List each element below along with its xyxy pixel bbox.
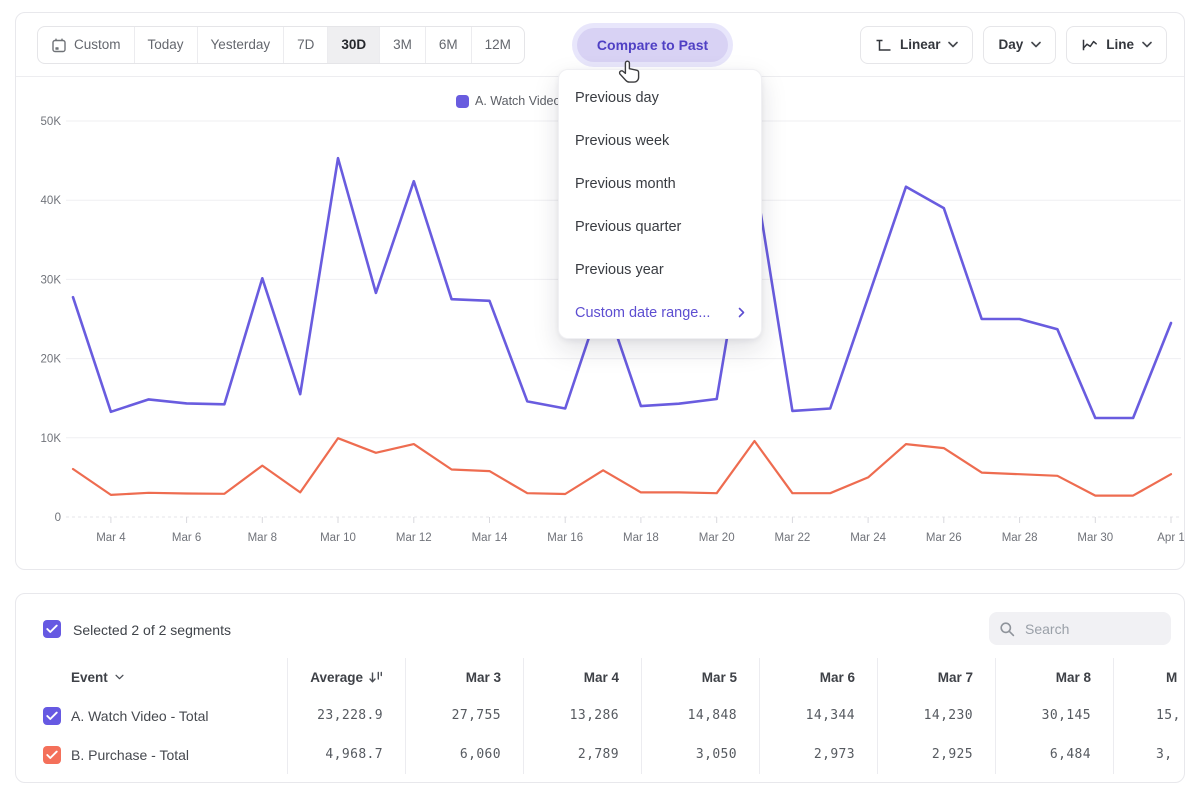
preset-12m[interactable]: 12M [472, 27, 524, 63]
compare-to-past-menu: Previous day Previous week Previous mont… [558, 69, 762, 339]
svg-text:Mar 16: Mar 16 [547, 532, 583, 544]
chevron-down-icon [1142, 41, 1152, 48]
svg-text:30K: 30K [41, 274, 62, 286]
table-row-purchase[interactable]: B. Purchase - Total 4,968.7 6,060 2,789 … [16, 735, 1185, 774]
row-b-mar6: 2,973 [759, 735, 877, 774]
table-row-watch-video[interactable]: A. Watch Video - Total 23,228.9 27,755 1… [16, 696, 1185, 735]
menu-item-previous-quarter[interactable]: Previous quarter [559, 205, 761, 248]
chevron-right-icon [738, 307, 745, 318]
preset-custom[interactable]: Custom [38, 27, 135, 63]
row-a-mar5: 14,848 [641, 696, 759, 735]
chevron-down-icon [1031, 41, 1041, 48]
menu-item-previous-week[interactable]: Previous week [559, 119, 761, 162]
row-b-checkbox[interactable] [43, 746, 61, 764]
column-header-mar6[interactable]: Mar 6 [759, 658, 877, 696]
row-a-mar6: 14,344 [759, 696, 877, 735]
column-header-partial[interactable]: M [1113, 658, 1185, 696]
svg-text:Mar 24: Mar 24 [850, 532, 886, 544]
checkmark-icon [46, 711, 58, 721]
svg-text:Apr 1: Apr 1 [1157, 532, 1185, 544]
chart-toolbar: Custom Today Yesterday 7D 30D 3M 6M 12M … [16, 13, 1184, 77]
menu-item-previous-day[interactable]: Previous day [559, 76, 761, 119]
svg-text:Mar 14: Mar 14 [472, 532, 508, 544]
preset-yesterday[interactable]: Yesterday [198, 27, 285, 63]
svg-text:Mar 26: Mar 26 [926, 532, 962, 544]
column-header-mar8[interactable]: Mar 8 [995, 658, 1113, 696]
checkmark-icon [46, 624, 58, 634]
preset-30d-selected[interactable]: 30D [328, 27, 380, 63]
row-a-mar8: 30,145 [995, 696, 1113, 735]
row-b-mar7: 2,925 [877, 735, 995, 774]
row-b-mar3: 6,060 [405, 735, 523, 774]
column-header-event[interactable]: Event [16, 658, 287, 696]
row-a-mar7: 14,230 [877, 696, 995, 735]
menu-item-previous-year[interactable]: Previous year [559, 248, 761, 291]
column-header-mar7[interactable]: Mar 7 [877, 658, 995, 696]
chevron-down-icon [948, 41, 958, 48]
svg-text:Mar 6: Mar 6 [172, 532, 201, 544]
menu-item-custom-date-range[interactable]: Custom date range... [559, 291, 761, 334]
calendar-icon [51, 37, 67, 53]
svg-text:Mar 18: Mar 18 [623, 532, 659, 544]
svg-text:Mar 22: Mar 22 [775, 532, 811, 544]
svg-text:20K: 20K [41, 354, 62, 366]
svg-text:0: 0 [55, 512, 61, 524]
row-b-mar4: 2,789 [523, 735, 641, 774]
column-header-average[interactable]: Average [287, 658, 405, 696]
svg-text:Mar 28: Mar 28 [1002, 532, 1038, 544]
preset-7d[interactable]: 7D [284, 27, 328, 63]
line-chart-icon [1081, 37, 1098, 53]
date-range-preset-group: Custom Today Yesterday 7D 30D 3M 6M 12M [37, 26, 525, 64]
column-header-mar4[interactable]: Mar 4 [523, 658, 641, 696]
svg-text:Mar 12: Mar 12 [396, 532, 432, 544]
row-a-checkbox[interactable] [43, 707, 61, 725]
svg-text:40K: 40K [41, 195, 62, 207]
interval-dropdown-button[interactable]: Day [983, 26, 1056, 64]
preset-3m[interactable]: 3M [380, 27, 426, 63]
chevron-down-icon [115, 674, 124, 680]
search-input[interactable] [1023, 620, 1157, 638]
row-b-mar8: 6,484 [995, 735, 1113, 774]
compare-to-past-button[interactable]: Compare to Past [577, 28, 728, 62]
row-a-label: A. Watch Video - Total [71, 708, 208, 724]
column-header-mar5[interactable]: Mar 5 [641, 658, 759, 696]
svg-text:Mar 4: Mar 4 [96, 532, 126, 544]
selected-segments-summary: Selected 2 of 2 segments [73, 622, 231, 638]
preset-custom-label: Custom [74, 37, 121, 52]
select-all-checkbox[interactable] [43, 620, 61, 638]
chart-type-dropdown-button[interactable]: Line [1066, 26, 1167, 64]
menu-item-previous-month[interactable]: Previous month [559, 162, 761, 205]
segments-card: Selected 2 of 2 segments Event Average [15, 593, 1185, 783]
row-b-label: B. Purchase - Total [71, 747, 189, 763]
checkmark-icon [46, 750, 58, 760]
svg-text:50K: 50K [41, 116, 62, 128]
row-a-mar3: 27,755 [405, 696, 523, 735]
legend-item-watch-video[interactable]: A. Watch Video [456, 94, 560, 108]
svg-text:Mar 20: Mar 20 [699, 532, 735, 544]
row-b-mar5: 3,050 [641, 735, 759, 774]
segments-search-box[interactable] [989, 612, 1171, 645]
toolbar-right-group: Linear Day Line [860, 26, 1167, 64]
table-header-row: Event Average Mar 3 Mar 4 Mar 5 Mar 6 Ma… [16, 658, 1185, 696]
preset-6m[interactable]: 6M [426, 27, 472, 63]
svg-text:Mar 10: Mar 10 [320, 532, 356, 544]
search-icon [999, 621, 1015, 637]
row-a-mar4: 13,286 [523, 696, 641, 735]
row-a-average: 23,228.9 [287, 696, 405, 735]
row-a-partial: 15, [1113, 696, 1185, 735]
preset-today[interactable]: Today [135, 27, 198, 63]
sort-descending-icon [369, 671, 383, 684]
segments-header: Selected 2 of 2 segments [16, 594, 1184, 658]
row-b-average: 4,968.7 [287, 735, 405, 774]
series-a-label: A. Watch Video [475, 94, 560, 108]
column-header-mar3[interactable]: Mar 3 [405, 658, 523, 696]
row-b-partial: 3, [1113, 735, 1185, 774]
axis-scale-icon [875, 37, 892, 53]
svg-text:Mar 30: Mar 30 [1077, 532, 1113, 544]
chart-card: Custom Today Yesterday 7D 30D 3M 6M 12M … [15, 12, 1185, 570]
svg-text:Mar 8: Mar 8 [248, 532, 277, 544]
scale-dropdown-button[interactable]: Linear [860, 26, 974, 64]
series-a-swatch [456, 95, 469, 108]
svg-text:10K: 10K [41, 433, 62, 445]
